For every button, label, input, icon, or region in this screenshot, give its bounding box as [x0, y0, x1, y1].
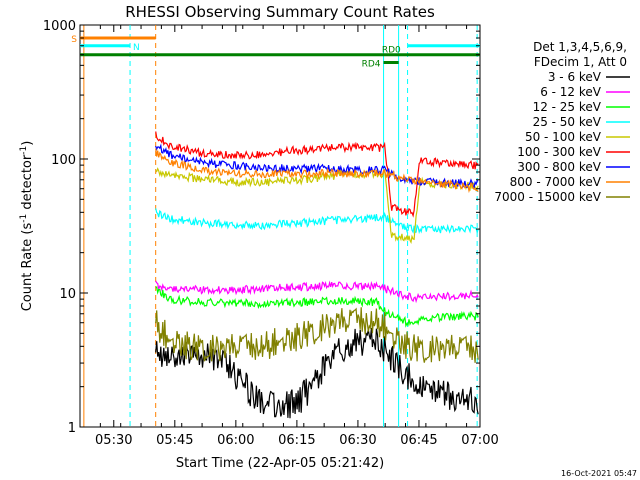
- y-axis-label-sup1: -1: [19, 214, 29, 223]
- y-axis-label-part3: ): [20, 141, 35, 146]
- x-tick-label-0: 05:30: [95, 433, 132, 448]
- y-axis-label-part2: detector: [20, 154, 35, 214]
- legend-entry-label-3: 25 - 50 keV: [533, 115, 602, 129]
- flag-label-5: RD0: [382, 46, 401, 56]
- legend-entry-label-4: 50 - 100 keV: [525, 130, 602, 144]
- series-group: [155, 131, 479, 419]
- legend-entry-label-8: 7000 - 15000 keV: [494, 190, 601, 204]
- x-tick-label-6: 07:00: [461, 433, 498, 448]
- plot-frame: [79, 24, 481, 428]
- x-tick-label-1: 05:45: [156, 433, 193, 448]
- legend-entry-label-0: 3 - 6 keV: [548, 70, 602, 84]
- series-line-6: [155, 143, 479, 189]
- legend: Det 1,3,4,5,6,9, FDecim 1, Att 0 3 - 6 k…: [494, 40, 630, 204]
- x-axis-label: Start Time (22-Apr-05 05:21:42): [176, 456, 384, 471]
- x-tick-label-5: 06:45: [400, 433, 437, 448]
- y-axis-label-part1: Count Rate (s: [20, 223, 35, 312]
- y-tick-label-1: 10: [59, 287, 76, 302]
- series-line-3: [155, 208, 479, 235]
- x-axis: 05:30 05:45 06:00 06:15 06:30 06:45 07:00: [79, 25, 499, 448]
- y-tick-label-0: 1: [68, 421, 76, 436]
- x-tick-label-2: 06:00: [217, 433, 254, 448]
- y-axis: 1 10 100 1000: [43, 19, 480, 436]
- y-axis-label: Count Rate (s-1 detector-1): [19, 141, 35, 312]
- y-tick-label-3: 1000: [43, 19, 76, 34]
- vertical-markers: [83, 25, 478, 427]
- series-line-7: [155, 148, 479, 194]
- legend-header-1: Det 1,3,4,5,6,9,: [533, 40, 627, 54]
- legend-header-2: FDecim 1, Att 0: [534, 55, 627, 69]
- legend-entry-label-7: 800 - 7000 keV: [510, 175, 602, 189]
- series-line-1: [155, 280, 479, 304]
- flag-label-1: N: [133, 43, 140, 53]
- series-line-5: [155, 131, 479, 218]
- legend-entry-label-2: 12 - 25 keV: [533, 100, 602, 114]
- x-tick-label-3: 06:15: [278, 433, 315, 448]
- legend-entry-label-5: 100 - 300 keV: [517, 145, 601, 159]
- series-line-0: [155, 327, 479, 419]
- legend-entry-label-6: 300 - 800 keV: [517, 160, 601, 174]
- y-axis-label-sup2: -1: [19, 146, 29, 155]
- y-tick-label-2: 100: [51, 153, 76, 168]
- x-tick-label-4: 06:30: [339, 433, 376, 448]
- chart-title: RHESSI Observing Summary Count Rates: [125, 3, 435, 21]
- series-line-8: [155, 307, 479, 363]
- footer-timestamp: 16-Oct-2021 05:47: [561, 469, 637, 478]
- series-line-2: [155, 286, 479, 328]
- flag-label-0: S: [71, 35, 77, 45]
- flag-label-4: RD4: [362, 59, 381, 69]
- legend-entry-label-1: 6 - 12 keV: [540, 85, 602, 99]
- series-line-4: [155, 167, 479, 244]
